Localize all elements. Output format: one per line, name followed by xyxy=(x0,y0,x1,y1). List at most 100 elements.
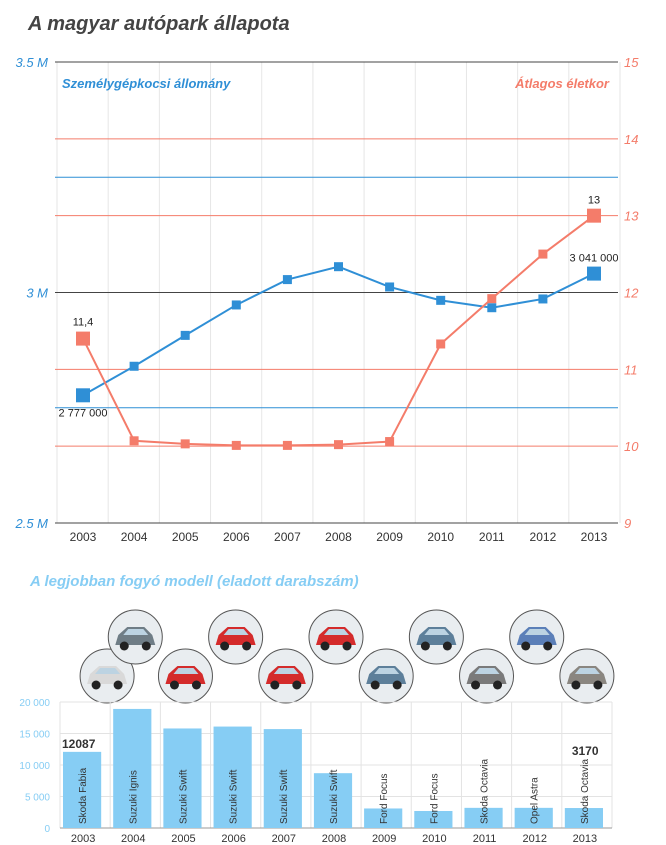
car-window-icon xyxy=(524,629,550,635)
page-title: A magyar autópark állapota xyxy=(27,13,290,35)
series-point-age xyxy=(282,440,292,450)
car-wheel-icon xyxy=(91,680,101,690)
bar xyxy=(464,807,503,828)
bar-value-label-first: 12087 xyxy=(62,737,96,751)
bar-chart-title: A legjobban fogyó modell (eladott darabs… xyxy=(29,573,359,590)
bar xyxy=(514,807,553,828)
x-tick-label: 2004 xyxy=(121,530,148,544)
car-wheel-icon xyxy=(141,641,151,651)
bar-x-tick-label: 2007 xyxy=(272,833,296,845)
car-window-icon xyxy=(324,629,349,635)
series-point-age xyxy=(436,339,446,349)
bar xyxy=(564,808,603,828)
car-photo-icon xyxy=(358,648,414,704)
bar-model-label: Suzuki Swift xyxy=(279,769,290,824)
series-point-age xyxy=(76,331,90,346)
bar-x-tick-label: 2013 xyxy=(573,833,597,845)
series-point-stock xyxy=(587,266,601,281)
car-photo-icon xyxy=(79,648,135,704)
bar xyxy=(63,751,102,828)
bar-y-tick-label: 20 000 xyxy=(19,698,50,709)
x-tick-label: 2012 xyxy=(530,530,557,544)
series-point-age xyxy=(487,294,497,304)
car-wheel-icon xyxy=(320,641,330,651)
bar-value-label-last: 3170 xyxy=(572,744,599,758)
bar-chart: A legjobban fogyó modell (eladott darabs… xyxy=(19,573,615,845)
bar xyxy=(313,773,353,828)
right-tick-label: 14 xyxy=(624,132,638,147)
right-tick-label: 13 xyxy=(624,209,639,224)
car-window-icon xyxy=(273,668,299,674)
bar-model-label: Skoda Octavia xyxy=(480,759,491,824)
car-photo-icon xyxy=(157,648,213,704)
left-tick-label: 3.5 M xyxy=(15,55,48,70)
bar-model-label: Suzuki Swift xyxy=(329,769,340,824)
car-wheel-icon xyxy=(543,641,553,651)
bar-y-tick-label: 0 xyxy=(44,824,50,835)
car-photo-icon xyxy=(258,648,314,704)
car-window-icon xyxy=(173,668,199,674)
car-photo-icon xyxy=(308,609,364,665)
bar-x-tick-label: 2006 xyxy=(221,833,245,845)
car-wheel-icon xyxy=(169,680,179,690)
car-window-icon xyxy=(95,668,121,674)
series-point-stock xyxy=(487,303,497,313)
car-photo-icon xyxy=(459,648,515,704)
bar-model-label: Skoda Fabia xyxy=(78,767,89,824)
series-point-stock xyxy=(231,300,241,310)
bar-y-ticks: 20 000 15 000 10 000 5 000 0 xyxy=(19,698,50,835)
x-tick-label: 2010 xyxy=(427,530,454,544)
bar xyxy=(414,810,453,828)
car-window-icon xyxy=(574,668,600,674)
bar-x-ticks: 2003 2004 2005 2006 2007 2008 2009 2010 2011 2012… xyxy=(71,833,597,845)
right-axis-label: Átlagos életkor xyxy=(514,76,610,91)
car-wheel-icon xyxy=(220,641,230,651)
bar-model-label: Suzuki Swift xyxy=(178,769,189,824)
car-window-icon xyxy=(474,668,500,674)
left-tick-label: 3 M xyxy=(26,286,48,301)
series-point-age xyxy=(231,440,241,450)
bar-y-tick-label: 5 000 xyxy=(25,793,50,804)
car-photo-icon xyxy=(509,609,565,665)
car-wheel-icon xyxy=(342,641,352,651)
bar-model-label: Ford Focus xyxy=(379,773,390,824)
series-point-stock xyxy=(129,361,139,371)
car-photo-icon xyxy=(208,609,264,665)
car-photo-icon xyxy=(408,609,464,665)
x-tick-label: 2006 xyxy=(223,530,250,544)
line-data-labels: 2 777 000 3 041 000 11,4 13 xyxy=(59,195,619,420)
line-chart: Személygépkocsi állomány Átlagos életkor… xyxy=(14,55,639,544)
series-point-age xyxy=(385,437,395,447)
left-tick-label: 2.5 M xyxy=(14,516,48,531)
car-wheel-icon xyxy=(191,680,201,690)
series-point-stock xyxy=(385,282,395,292)
car-wheel-icon xyxy=(471,680,481,690)
right-tick-label: 11 xyxy=(624,362,638,377)
bars: Skoda Fabia Suzuki Ignis Suzuki Swift Suzuk… xyxy=(62,708,603,828)
bar-x-tick-label: 2004 xyxy=(121,833,145,845)
data-label-first-stock: 2 777 000 xyxy=(59,407,108,419)
car-wheel-icon xyxy=(420,641,430,651)
right-tick-label: 15 xyxy=(624,55,639,70)
line-series xyxy=(76,208,601,450)
bar-x-tick-label: 2011 xyxy=(473,833,497,845)
car-window-icon xyxy=(223,629,249,635)
series-point-stock xyxy=(180,330,190,340)
bar-model-label: Skoda Octavia xyxy=(580,759,591,824)
series-point-stock xyxy=(76,388,90,403)
data-label-last-age: 13 xyxy=(588,195,600,207)
bar-x-tick-label: 2003 xyxy=(71,833,95,845)
data-label-last-stock: 3 041 000 xyxy=(570,253,619,265)
series-point-age xyxy=(180,439,190,449)
series-point-age xyxy=(334,440,343,450)
x-tick-label: 2005 xyxy=(172,530,199,544)
car-wheel-icon xyxy=(521,641,531,651)
bar-x-tick-label: 2009 xyxy=(372,833,396,845)
data-label-first-age: 11,4 xyxy=(73,317,94,329)
car-wheel-icon xyxy=(442,641,452,651)
bar xyxy=(213,726,252,828)
car-photo-icon xyxy=(559,648,615,704)
line-chart-grid xyxy=(55,61,621,524)
bar xyxy=(113,708,152,828)
